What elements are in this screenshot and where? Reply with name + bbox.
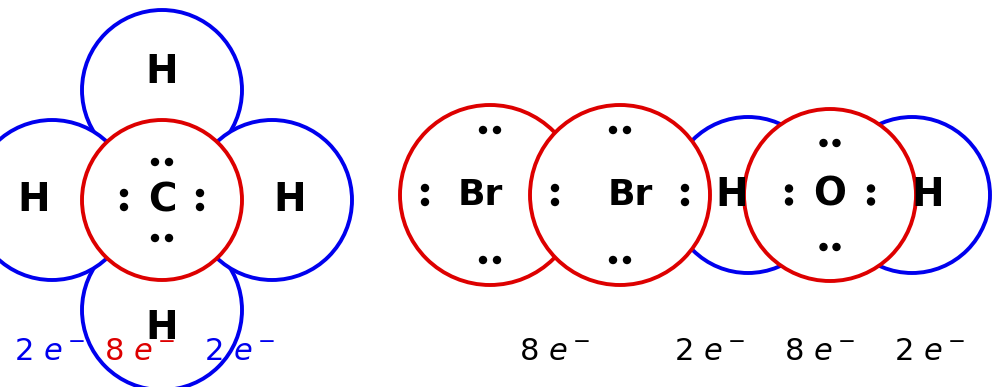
Circle shape: [493, 257, 500, 264]
Circle shape: [820, 243, 827, 250]
Text: C: C: [148, 181, 176, 219]
Circle shape: [479, 257, 486, 264]
Circle shape: [670, 117, 826, 273]
Circle shape: [744, 109, 916, 281]
Circle shape: [120, 204, 127, 211]
Circle shape: [682, 199, 689, 205]
Circle shape: [82, 10, 242, 170]
Circle shape: [552, 185, 559, 192]
Circle shape: [786, 198, 793, 205]
Circle shape: [421, 185, 428, 192]
Circle shape: [196, 204, 203, 211]
Circle shape: [682, 185, 689, 192]
Circle shape: [786, 185, 793, 192]
Circle shape: [868, 185, 875, 192]
Circle shape: [151, 159, 158, 166]
Circle shape: [552, 199, 559, 205]
Text: H: H: [146, 309, 178, 347]
Circle shape: [610, 127, 617, 134]
Circle shape: [192, 120, 352, 280]
Circle shape: [820, 139, 827, 147]
Text: $2\ e^-$: $2\ e^-$: [204, 337, 275, 368]
Circle shape: [624, 257, 631, 264]
Circle shape: [120, 190, 127, 197]
Circle shape: [624, 127, 631, 134]
Circle shape: [833, 243, 840, 250]
Text: $2\ e^-$: $2\ e^-$: [894, 337, 966, 368]
Text: H: H: [716, 176, 749, 214]
Circle shape: [868, 198, 875, 205]
Circle shape: [151, 235, 158, 241]
Circle shape: [82, 230, 242, 387]
Circle shape: [196, 190, 203, 197]
Text: H: H: [146, 53, 178, 91]
Circle shape: [421, 199, 428, 205]
Circle shape: [479, 127, 486, 134]
Text: Br: Br: [457, 178, 503, 212]
Circle shape: [834, 117, 990, 273]
Text: $2\ e^-$: $2\ e^-$: [675, 337, 746, 368]
Text: H: H: [273, 181, 306, 219]
Text: $8\ e^-$: $8\ e^-$: [104, 337, 175, 368]
Text: H: H: [18, 181, 50, 219]
Text: $2\ e^-$: $2\ e^-$: [14, 337, 86, 368]
Circle shape: [400, 105, 580, 285]
Circle shape: [82, 120, 242, 280]
Circle shape: [833, 139, 840, 147]
Text: O: O: [814, 176, 847, 214]
Circle shape: [610, 257, 617, 264]
Text: $8\ e^-$: $8\ e^-$: [520, 337, 591, 368]
Text: $8\ e^-$: $8\ e^-$: [785, 337, 856, 368]
Text: Br: Br: [608, 178, 653, 212]
Circle shape: [165, 159, 172, 166]
Circle shape: [165, 235, 172, 241]
Circle shape: [530, 105, 710, 285]
Circle shape: [0, 120, 132, 280]
Circle shape: [493, 127, 500, 134]
Text: H: H: [912, 176, 944, 214]
